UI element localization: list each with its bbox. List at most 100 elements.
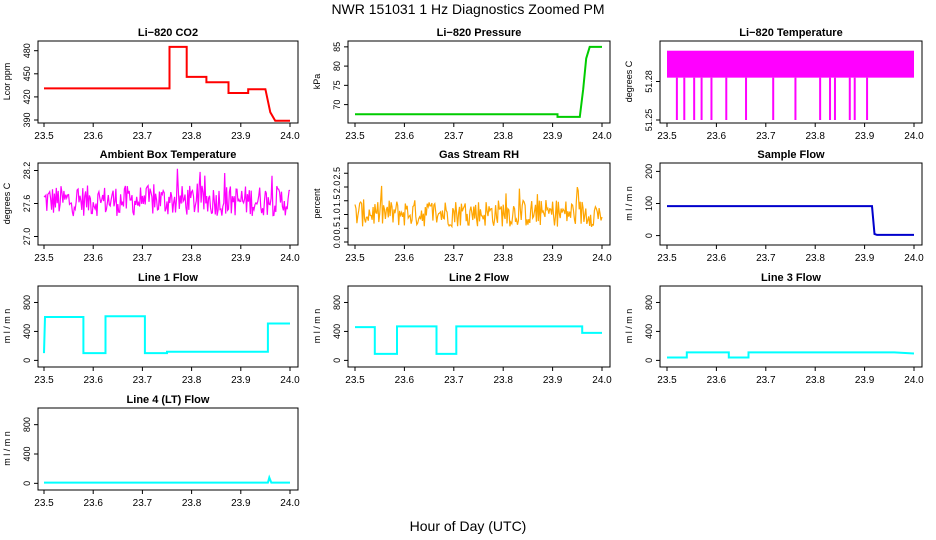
y-tick-label: 1.0 (332, 208, 342, 221)
y-tick-label: 51.25 (644, 109, 654, 132)
y-axis-label: m l / m n (624, 186, 634, 221)
y-tick-label: 27.6 (22, 195, 32, 213)
x-tick-label: 23.7 (133, 375, 153, 386)
y-tick-label: 390 (22, 112, 32, 127)
chart-panel: Ambient Box Temperature 23.5 23.6 23.7 23.8 2… (2, 149, 300, 264)
x-tick-label: 23.8 (182, 253, 202, 264)
y-tick-label: 400 (332, 324, 342, 339)
chart-panel: Li−820 CO2 23.5 23.6 23.7 23.8 23.9 24.0 390 420… (2, 27, 300, 142)
x-tick-label: 24.0 (280, 253, 300, 264)
x-tick-label: 23.9 (543, 131, 563, 142)
y-axis-label: m l / m n (2, 431, 12, 466)
x-tick-label: 23.6 (83, 375, 103, 386)
x-tick-label: 23.5 (345, 375, 365, 386)
x-tick-label: 24.0 (904, 375, 924, 386)
y-axis-label: m l / m n (2, 309, 12, 344)
chart-panel: Li−820 Temperature 23.5 23.6 23.7 23.8 23.9 24… (624, 27, 924, 142)
y-tick-label: 400 (22, 324, 32, 339)
chart-panel: Line 2 Flow 23.5 23.6 23.7 23.8 23.9 24.0 0 400 8… (312, 272, 612, 386)
x-tick-label: 23.8 (182, 375, 202, 386)
x-tick-label: 23.9 (231, 253, 251, 264)
y-axis-label: degrees C (624, 60, 634, 102)
data-line (44, 45, 290, 122)
chart-panel: Li−820 Pressure 23.5 23.6 23.7 23.8 23.9 24.0 7… (312, 27, 612, 142)
chart-panel: Sample Flow 23.5 23.6 23.7 23.8 23.9 24.0 0 100 2… (624, 149, 924, 264)
x-tick-label: 23.7 (756, 253, 776, 264)
chart-title: Li−820 Pressure (437, 27, 522, 39)
x-tick-label: 23.5 (657, 253, 677, 264)
y-tick-label: 800 (332, 295, 342, 310)
y-tick-label: 800 (22, 295, 32, 310)
data-line (354, 185, 603, 229)
y-tick-label: 200 (644, 164, 654, 179)
x-axis-label: Hour of Day (UTC) (409, 518, 527, 534)
y-tick-label: 28.2 (22, 162, 32, 180)
plot-frame (37, 407, 299, 491)
y-tick-label: 800 (644, 295, 654, 310)
x-tick-label: 23.7 (133, 498, 153, 509)
x-tick-label: 23.8 (805, 375, 825, 386)
x-tick-label: 23.8 (493, 131, 513, 142)
chart-title: Line 3 Flow (761, 272, 821, 284)
x-tick-label: 23.6 (707, 375, 727, 386)
x-tick-label: 23.8 (493, 253, 513, 264)
y-tick-label: 2.0 (332, 181, 342, 194)
data-line (667, 205, 914, 236)
x-tick-label: 23.8 (805, 131, 825, 142)
x-tick-label: 23.8 (493, 375, 513, 386)
x-tick-label: 23.6 (83, 498, 103, 509)
data-line (44, 474, 290, 484)
plot-frame (37, 40, 299, 124)
data-line (43, 315, 290, 355)
x-tick-label: 23.7 (756, 131, 776, 142)
x-tick-label: 23.6 (707, 253, 727, 264)
chart-title: Line 4 (LT) Flow (127, 394, 210, 406)
x-tick-label: 23.8 (182, 498, 202, 509)
x-tick-label: 24.0 (280, 498, 300, 509)
x-tick-label: 23.9 (543, 253, 563, 264)
chart-title: Li−820 CO2 (138, 27, 198, 39)
y-axis-label: kPa (312, 74, 322, 90)
x-tick-label: 24.0 (592, 253, 612, 264)
plot-frame (37, 285, 299, 368)
x-tick-label: 23.7 (133, 253, 153, 264)
x-tick-label: 23.7 (756, 375, 776, 386)
chart-title: Li−820 Temperature (739, 27, 842, 39)
page-title: NWR 151031 1 Hz Diagnostics Zoomed PM (331, 1, 605, 17)
plot-frame (659, 162, 923, 246)
x-tick-label: 23.6 (83, 131, 103, 142)
x-tick-label: 24.0 (592, 375, 612, 386)
plot-frame (347, 40, 611, 124)
x-tick-label: 23.9 (855, 375, 875, 386)
chart-panel: Line 1 Flow 23.5 23.6 23.7 23.8 23.9 24.0 0 400 8… (2, 272, 300, 386)
plot-frame (659, 285, 923, 368)
x-tick-label: 23.7 (444, 131, 464, 142)
y-tick-label: 100 (644, 196, 654, 211)
y-axis-label: percent (312, 188, 322, 219)
x-tick-label: 23.9 (231, 375, 251, 386)
chart-title: Line 1 Flow (138, 272, 198, 284)
x-tick-label: 23.7 (444, 253, 464, 264)
chart-title: Line 2 Flow (449, 272, 509, 284)
x-tick-label: 23.5 (34, 131, 54, 142)
data-line (667, 351, 915, 359)
x-tick-label: 23.6 (707, 131, 727, 142)
x-tick-label: 23.5 (345, 253, 365, 264)
data-band (667, 50, 914, 78)
y-tick-label: 0.0 (332, 236, 342, 249)
x-tick-label: 23.5 (657, 131, 677, 142)
y-tick-label: 27.0 (22, 228, 32, 246)
y-tick-label: 480 (22, 43, 32, 58)
data-line (355, 325, 602, 355)
y-tick-label: 800 (22, 417, 32, 432)
y-tick-label: 450 (22, 66, 32, 81)
x-tick-label: 23.9 (855, 253, 875, 264)
x-tick-label: 23.6 (83, 253, 103, 264)
y-tick-label: 2.5 (332, 167, 342, 180)
chart-panel: Gas Stream RH 23.5 23.6 23.7 23.8 23.9 24.0 0.0… (312, 149, 612, 264)
y-tick-label: 85 (332, 42, 342, 52)
y-tick-label: 0 (644, 233, 654, 238)
x-tick-label: 23.7 (444, 375, 464, 386)
y-tick-label: 51.28 (644, 70, 654, 93)
x-tick-label: 23.7 (133, 131, 153, 142)
